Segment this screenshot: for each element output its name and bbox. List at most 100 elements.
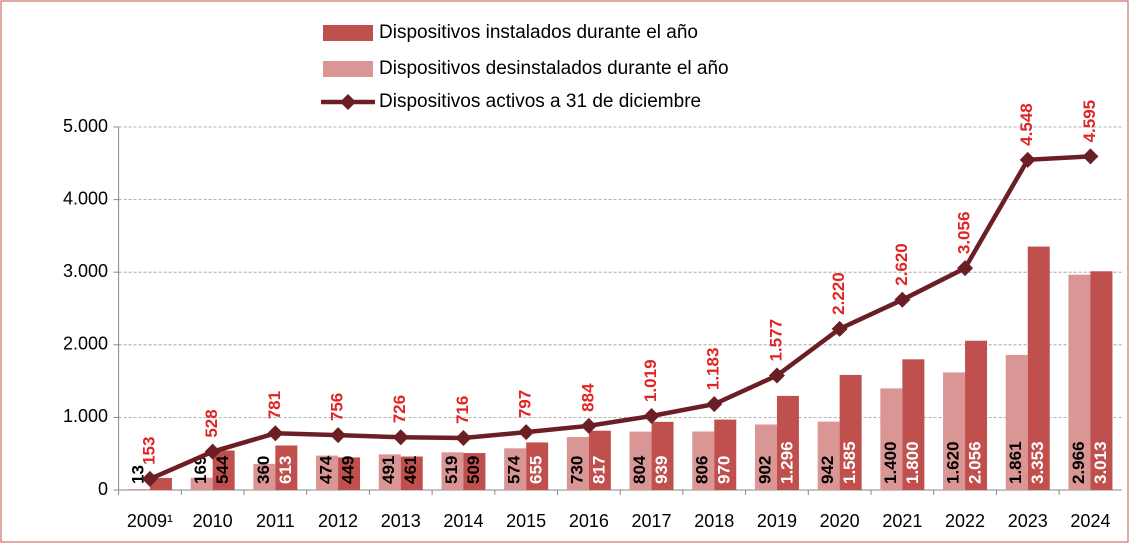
bar-value-label: 817 [589,456,608,484]
bar-value-label: 169 [191,456,210,484]
bar [1005,354,1028,490]
y-tick-label: 3.000 [63,261,108,281]
bar [190,477,213,490]
line-marker [894,291,911,308]
bar-value-label: 942 [818,456,837,484]
bar [1027,246,1050,490]
line-marker [392,429,409,446]
bar-value-label: 574 [505,455,524,484]
bar [526,442,549,490]
line-value-label: 1.183 [704,348,723,391]
bar [588,430,611,490]
bar-value-label: 730 [567,456,586,484]
bar [127,489,150,490]
bar [463,453,486,490]
x-tick-label: 2021 [882,511,922,531]
legend-swatch [323,25,373,41]
bar [902,359,925,490]
x-tick-label: 2011 [256,511,295,531]
bar-value-label: 1.296 [777,441,796,484]
line-value-label: 3.056 [955,212,974,255]
bar [316,455,339,490]
line-value-label: 756 [328,393,347,421]
x-tick-label: 2013 [381,511,421,531]
line-marker [1019,151,1036,168]
x-tick-label: 2010 [193,511,233,531]
y-tick-label: 1.000 [63,406,108,426]
line-value-label: 716 [453,396,472,424]
line-value-label: 4.595 [1080,100,1099,143]
legend-swatch [323,61,373,77]
x-tick-label: 2020 [820,511,860,531]
line-value-label: 1.577 [766,319,785,362]
bar-value-label: 1.620 [944,441,963,484]
line-value-label: 528 [202,409,221,437]
bar [629,431,652,490]
bar-value-label: 491 [379,456,398,484]
bar [776,395,799,490]
line-marker [643,408,660,425]
line-value-label: 2.620 [892,243,911,286]
line-marker [330,427,347,444]
line-marker [204,443,221,460]
bar [880,388,903,490]
bar-value-label: 449 [339,456,358,484]
line-value-label: 726 [390,395,409,423]
bar-value-label: 360 [254,456,273,484]
y-tick-label: 0 [98,479,108,499]
bar-value-label: 902 [755,456,774,484]
line-marker [455,430,472,447]
y-tick-label: 5.000 [63,116,108,136]
line-value-label: 1.019 [641,359,660,402]
bar [338,457,361,490]
bar-value-label: 1.400 [881,441,900,484]
x-tick-label: 2023 [1008,511,1048,531]
bar-value-label: 519 [442,456,461,484]
bar [965,340,988,490]
bar [400,456,423,490]
legend-label: Dispositivos activos a 31 de diciembre [379,91,701,112]
bar [566,437,589,490]
line-marker [706,396,723,413]
bar-value-label: 3.353 [1028,441,1047,484]
bar [378,454,401,490]
line-marker [141,470,158,487]
x-tick-label: 2022 [945,511,985,531]
x-tick-label: 2012 [318,511,358,531]
bar [692,431,715,490]
bar-value-label: 2.966 [1069,441,1088,484]
bar-value-label: 509 [464,456,483,484]
bar-value-label: 970 [715,456,734,484]
bar [651,421,674,490]
bar [839,374,862,490]
bar-value-label: 613 [276,456,295,484]
x-tick-label: 2016 [569,511,609,531]
line-marker [1082,148,1099,165]
y-tick-label: 2.000 [63,334,108,354]
line-marker [768,367,785,384]
line-value-label: 797 [516,390,535,418]
bar-value-label: 3.013 [1091,441,1110,484]
x-tick-label: 2018 [694,511,734,531]
line-marker [957,260,974,277]
bar-value-label: 1.585 [840,441,859,484]
line-value-label: 781 [265,391,284,419]
line-marker [831,320,848,337]
bar [943,372,966,490]
bar-value-label: 461 [401,456,420,484]
bar [754,424,777,490]
bar-value-label: 2.056 [966,441,985,484]
y-tick-label: 4.000 [63,188,108,208]
bar-value-label: 806 [693,456,712,484]
line-marker [580,417,597,434]
bar [212,450,235,490]
x-tick-label: 2014 [443,511,483,531]
bar [1068,274,1091,490]
bar [1090,271,1113,490]
line-value-label: 4.548 [1017,103,1036,146]
x-tick-label: 2017 [632,511,672,531]
line-marker [518,424,535,441]
bar [253,463,276,490]
